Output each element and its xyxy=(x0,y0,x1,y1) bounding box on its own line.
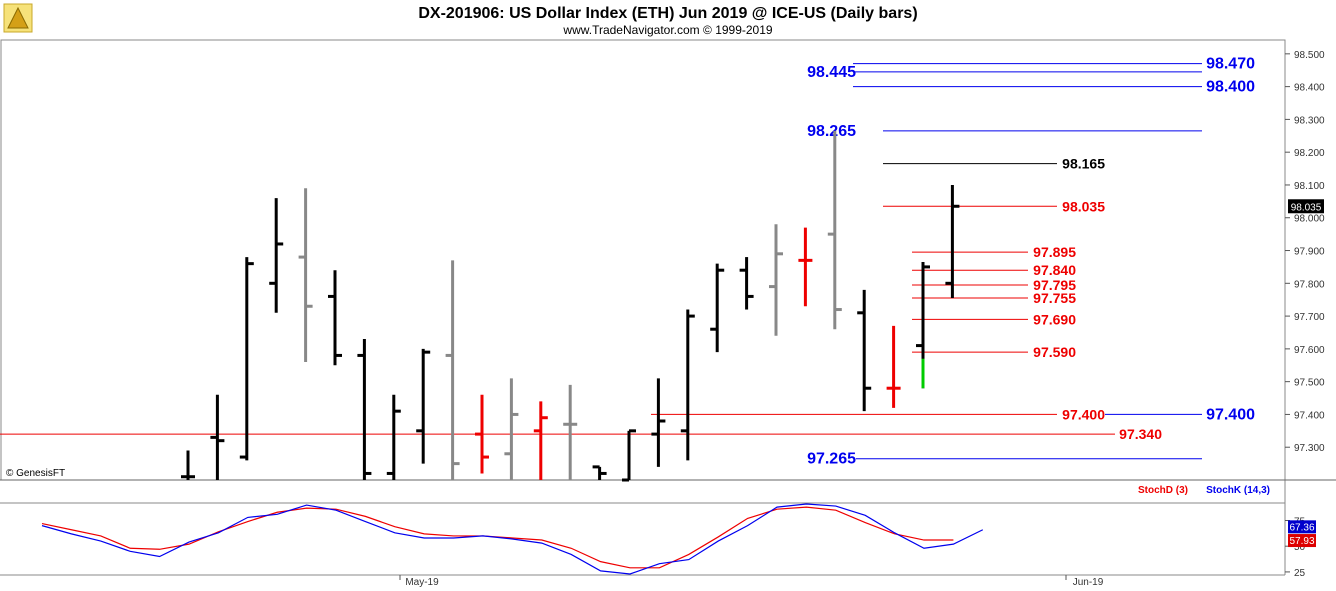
stochd-readout: 57.93 xyxy=(1289,536,1314,547)
chart-title: DX-201906: US Dollar Index (ETH) Jun 201… xyxy=(418,5,917,22)
level-label: 98.400 xyxy=(1206,79,1255,96)
price-axis: 98.500 98.400 98.300 98.200 98.100 98.000 97.9… xyxy=(1285,50,1325,454)
price-bar xyxy=(769,224,783,336)
stoch-tick-label: 25 xyxy=(1294,568,1306,579)
app-logo xyxy=(3,3,33,33)
price-bar xyxy=(710,263,725,353)
current-price-readout: 98.035 xyxy=(1288,199,1324,214)
x-tick-label: May-19 xyxy=(405,577,439,588)
price-bar xyxy=(239,257,254,461)
level-label: 97.690 xyxy=(1033,311,1076,327)
price-bar xyxy=(739,257,754,310)
level-label: 98.445 xyxy=(807,64,856,81)
price-levels: 98.470 98.445 98.400 98.265 98.165 98.035 97.8… xyxy=(0,56,1255,468)
price-tick-label: 97.600 xyxy=(1294,345,1325,356)
price-tick-label: 97.700 xyxy=(1294,312,1325,323)
price-tick-label: 97.500 xyxy=(1294,378,1325,389)
level-label: 97.590 xyxy=(1033,344,1076,360)
stochk-readout-box xyxy=(1288,520,1316,534)
price-bar xyxy=(680,309,695,461)
price-tick-label: 97.900 xyxy=(1294,247,1325,258)
price-bar xyxy=(886,325,901,408)
stochk-readout: 67.36 xyxy=(1289,522,1314,533)
level-label: 97.265 xyxy=(807,451,856,468)
price-bars xyxy=(181,130,960,482)
chart-subtitle: www.TradeNavigator.com © 1999-2019 xyxy=(562,23,772,37)
price-bar xyxy=(651,378,666,467)
price-bar xyxy=(416,348,431,464)
stochd-legend: StochD (3) xyxy=(1138,485,1188,496)
level-label: 97.400 xyxy=(1062,406,1105,422)
level-label: 97.895 xyxy=(1033,244,1076,260)
level-label: 97.840 xyxy=(1033,262,1076,278)
price-bar xyxy=(475,394,489,474)
stochk-line xyxy=(41,503,984,575)
stoch-tick-label: 50 xyxy=(1294,542,1306,553)
price-bar xyxy=(592,465,607,480)
level-label: 97.400 xyxy=(1206,406,1255,423)
stochd-readout-box xyxy=(1288,534,1316,548)
price-tick-label: 98.500 xyxy=(1294,50,1325,61)
price-bar xyxy=(445,260,460,480)
price-tick-label: 97.800 xyxy=(1294,279,1325,290)
current-price-label: 98.035 xyxy=(1291,202,1322,213)
price-bar xyxy=(357,339,372,480)
price-bar xyxy=(916,262,930,389)
price-bar xyxy=(857,289,872,412)
price-tick-label: 98.300 xyxy=(1294,115,1325,126)
price-bar xyxy=(181,450,195,480)
level-label: 98.265 xyxy=(807,123,856,140)
price-bar xyxy=(298,188,313,362)
level-label: 97.755 xyxy=(1033,290,1076,306)
x-tick-label: Jun-19 xyxy=(1073,577,1104,588)
price-bar xyxy=(563,384,578,480)
price-tick-label: 97.300 xyxy=(1294,443,1325,454)
price-tick-label: 98.000 xyxy=(1294,214,1325,225)
level-label: 97.340 xyxy=(1119,426,1162,442)
price-bar xyxy=(798,227,813,307)
price-bar xyxy=(386,394,401,480)
x-axis: May-19 Jun-19 xyxy=(399,575,1104,588)
stoch-readout: 67.36 57.93 xyxy=(1288,520,1316,548)
price-bar xyxy=(622,429,636,482)
price-tick-label: 98.200 xyxy=(1294,148,1325,159)
genesis-credit: © GenesisFT xyxy=(6,468,65,479)
stochk-legend: StochK (14,3) xyxy=(1206,485,1270,496)
price-tick-label: 97.400 xyxy=(1294,410,1325,421)
current-price-box xyxy=(1288,199,1324,214)
price-bar xyxy=(328,270,342,366)
price-bar xyxy=(945,184,960,299)
price-bar xyxy=(504,378,519,480)
level-label: 98.470 xyxy=(1206,56,1255,73)
level-label: 98.165 xyxy=(1062,156,1105,172)
stoch-lines xyxy=(41,503,984,575)
level-label: 98.035 xyxy=(1062,198,1105,214)
price-tick-label: 98.400 xyxy=(1294,83,1325,94)
price-bar xyxy=(210,394,225,480)
price-bar xyxy=(269,198,284,313)
price-tick-label: 98.100 xyxy=(1294,181,1325,192)
level-label: 97.795 xyxy=(1033,277,1076,293)
price-bar xyxy=(827,130,842,330)
price-bar xyxy=(533,401,548,480)
